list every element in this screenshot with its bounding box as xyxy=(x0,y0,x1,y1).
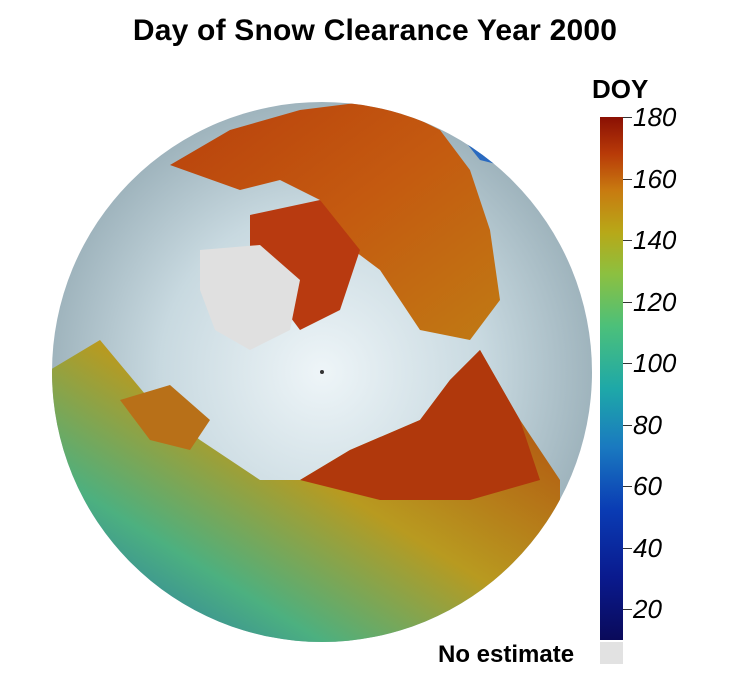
no-estimate-swatch xyxy=(600,642,623,664)
colorbar-tick-label: 120 xyxy=(633,286,677,317)
map-title: Day of Snow Clearance Year 2000 xyxy=(132,14,618,47)
colorbar-tick xyxy=(623,178,632,180)
colorbar-label: DOY xyxy=(592,74,649,104)
colorbar-tick xyxy=(623,240,632,242)
colorbar-tick-label: 60 xyxy=(633,471,662,502)
colorbar-tick-label: 140 xyxy=(633,225,677,256)
colorbar-tick-label: 80 xyxy=(633,409,662,440)
no-estimate-label: No estimate xyxy=(438,641,575,668)
north-pole-marker xyxy=(320,370,324,374)
colorbar-tick-label: 40 xyxy=(633,532,662,563)
colorbar-tick xyxy=(623,117,632,118)
colorbar-tick xyxy=(623,363,632,365)
colorbar-tick xyxy=(623,486,632,488)
colorbar-tick xyxy=(623,609,632,611)
colorbar-tick-label: 100 xyxy=(633,348,677,379)
colorbar-tick-label: 160 xyxy=(633,163,677,194)
colorbar-tick xyxy=(623,547,632,549)
siberia-coast xyxy=(300,350,540,500)
colorbar-tick xyxy=(623,301,632,303)
colorbar-tick xyxy=(623,424,632,426)
colorbar xyxy=(600,117,623,640)
colorbar-tick-label: 180 xyxy=(633,102,677,132)
greenland xyxy=(200,245,300,350)
colorbar-tick-label: 20 xyxy=(633,594,662,625)
scandinavia xyxy=(120,385,210,450)
